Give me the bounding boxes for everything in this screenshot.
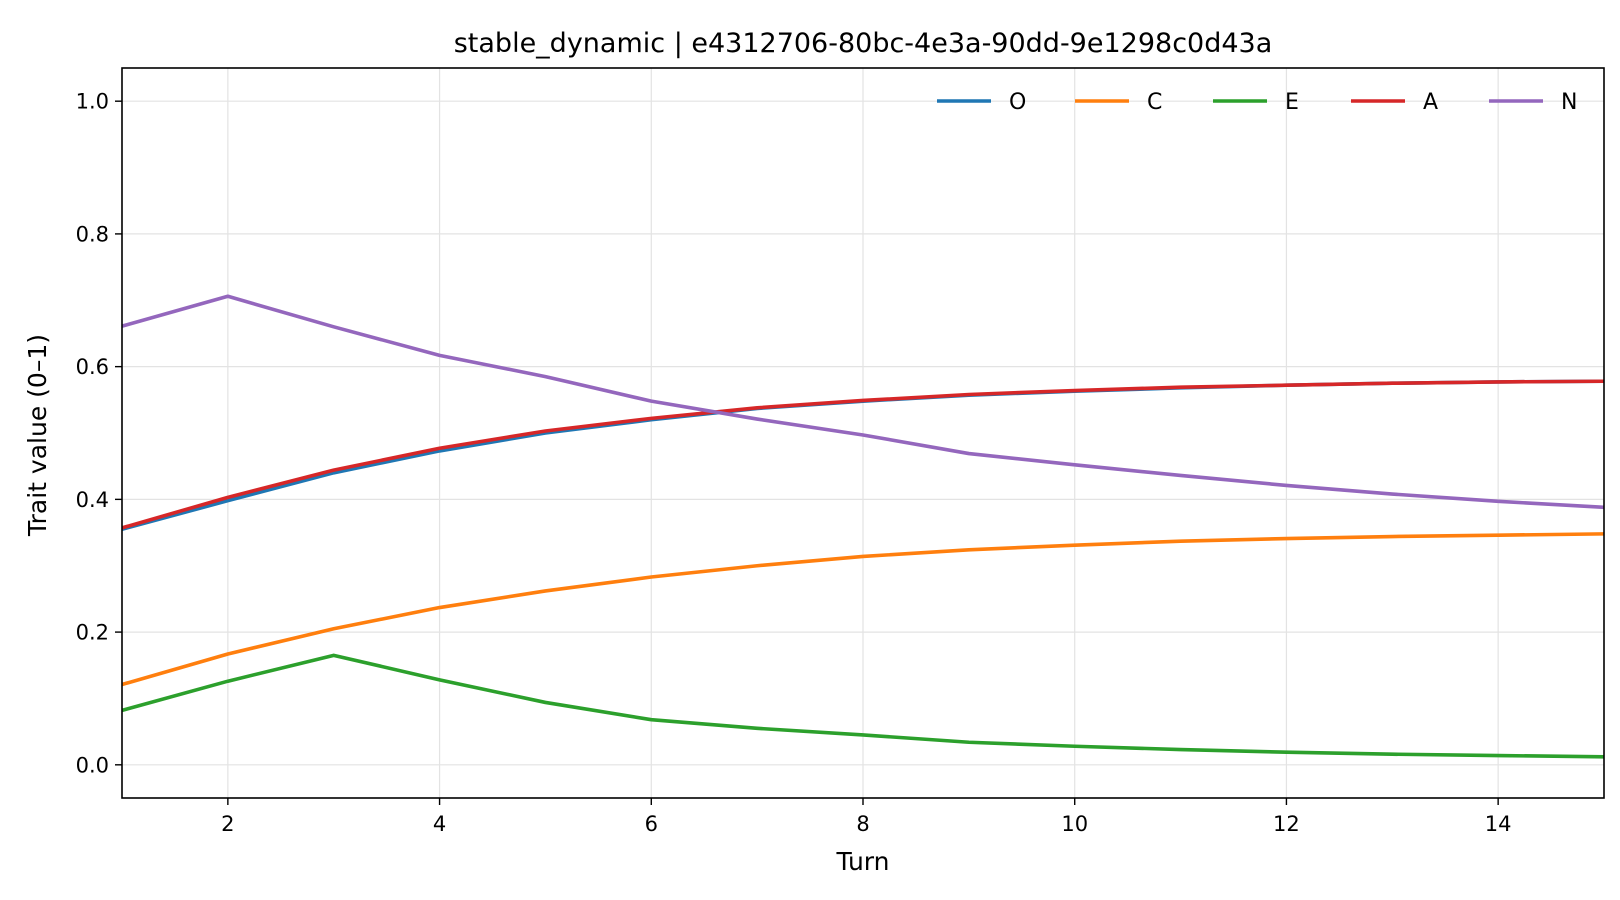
x-tick-label: 6	[645, 812, 658, 836]
y-tick-label: 0.0	[76, 753, 109, 777]
y-tick-label: 1.0	[76, 90, 109, 114]
x-axis-label: Turn	[835, 847, 889, 876]
legend-label-o: O	[1009, 90, 1026, 115]
x-tick-label: 8	[856, 812, 869, 836]
x-tick-label: 2	[221, 812, 234, 836]
series-line-e	[121, 653, 1605, 759]
series-lines	[121, 294, 1605, 759]
series-line-n	[121, 294, 1605, 510]
y-tick-label: 0.4	[76, 488, 109, 512]
x-tick-label: 14	[1485, 812, 1512, 836]
y-tick-label: 0.6	[76, 355, 109, 379]
x-tick-label: 12	[1273, 812, 1300, 836]
series-line-c	[121, 532, 1605, 687]
series-line-a	[121, 379, 1605, 530]
legend-label-n: N	[1561, 90, 1577, 115]
chart-title: stable_dynamic | e4312706-80bc-4e3a-90dd…	[454, 28, 1273, 59]
y-axis: 0.0 0.2 0.4 0.6 0.8 1.0	[76, 90, 122, 777]
x-axis: 2 4 6 8 10 12 14	[221, 798, 1512, 836]
y-tick-label: 0.2	[76, 621, 109, 645]
grid	[122, 68, 1604, 798]
legend-label-a: A	[1423, 90, 1438, 115]
legend-label-e: E	[1285, 90, 1299, 115]
x-tick-label: 4	[433, 812, 446, 836]
x-tick-label: 10	[1061, 812, 1088, 836]
legend-label-c: C	[1147, 90, 1162, 115]
y-axis-label: Trait value (0–1)	[23, 334, 52, 537]
y-tick-label: 0.8	[76, 222, 109, 246]
